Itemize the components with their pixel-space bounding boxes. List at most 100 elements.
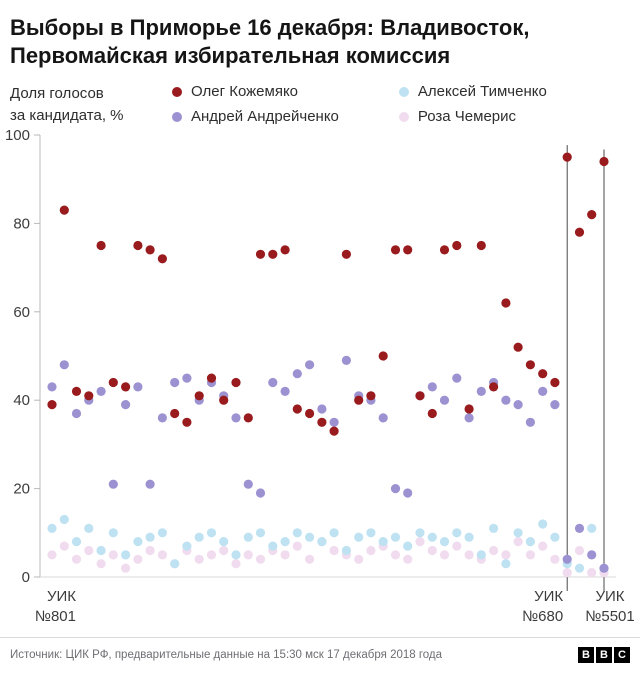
data-point bbox=[317, 417, 327, 427]
y-axis-title: Доля голосов за кандидата, % bbox=[10, 83, 172, 127]
legend-label: Олег Кожемяко bbox=[191, 83, 299, 100]
data-point bbox=[390, 244, 401, 254]
footer: Источник: ЦИК РФ, предварительные данные… bbox=[0, 636, 640, 663]
data-point bbox=[464, 412, 474, 422]
data-point bbox=[268, 249, 278, 259]
data-point bbox=[145, 479, 155, 489]
legend-item: Олег Кожемяко bbox=[172, 83, 339, 100]
data-point bbox=[84, 390, 94, 400]
data-point bbox=[378, 350, 388, 361]
data-point bbox=[390, 483, 401, 493]
data-point bbox=[403, 541, 413, 551]
data-point bbox=[305, 408, 315, 418]
data-point bbox=[96, 558, 106, 568]
data-point bbox=[550, 377, 560, 387]
legend-dot-icon bbox=[172, 111, 182, 122]
chart-area: 0 20 40 60 80 100 УИК №801 УИК №680 УИК №5501 bbox=[0, 127, 640, 635]
data-point bbox=[599, 563, 609, 573]
data-point bbox=[59, 359, 69, 369]
data-point bbox=[243, 549, 253, 559]
x-axis-label: №680 bbox=[522, 608, 563, 625]
data-point bbox=[121, 399, 131, 409]
data-point bbox=[378, 536, 388, 546]
data-point bbox=[574, 545, 585, 555]
data-point bbox=[587, 549, 597, 559]
data-point bbox=[84, 545, 94, 555]
legend-dot-icon bbox=[398, 111, 409, 122]
data-point bbox=[231, 549, 241, 559]
data-point bbox=[219, 395, 229, 405]
data-point bbox=[157, 549, 167, 559]
data-point bbox=[427, 532, 437, 542]
x-axis-label: №801 bbox=[35, 608, 76, 625]
data-point bbox=[439, 395, 450, 405]
data-point bbox=[255, 487, 266, 498]
data-point bbox=[587, 567, 597, 577]
data-point bbox=[550, 399, 560, 409]
data-point bbox=[292, 403, 302, 414]
data-point bbox=[489, 523, 499, 533]
data-point bbox=[133, 536, 143, 546]
legend-dot-icon bbox=[398, 86, 409, 97]
data-point bbox=[182, 373, 192, 383]
data-point bbox=[427, 381, 437, 391]
data-point bbox=[366, 545, 376, 555]
data-point bbox=[574, 227, 585, 237]
data-point bbox=[439, 536, 450, 546]
x-axis-label: №5501 bbox=[585, 608, 634, 625]
data-point bbox=[489, 381, 499, 391]
data-point bbox=[305, 532, 315, 542]
legend: Олег Кожемяко Андрей Андрейченко Алексей Т… bbox=[172, 83, 547, 125]
data-point bbox=[145, 532, 155, 542]
data-point bbox=[71, 554, 82, 564]
bbc-logo-letter: B bbox=[596, 646, 612, 663]
data-point bbox=[587, 209, 597, 219]
data-point bbox=[525, 417, 536, 427]
data-point bbox=[268, 541, 278, 551]
data-point bbox=[47, 523, 57, 533]
y-tick-label: 100 bbox=[5, 127, 30, 144]
data-point bbox=[84, 523, 94, 533]
legend-dot-icon bbox=[172, 86, 182, 97]
data-point bbox=[439, 549, 450, 559]
data-point bbox=[71, 408, 82, 418]
data-point bbox=[427, 545, 437, 555]
data-point bbox=[587, 523, 597, 533]
data-point bbox=[182, 541, 192, 551]
data-point bbox=[513, 342, 523, 352]
data-point bbox=[170, 377, 180, 387]
data-point bbox=[476, 549, 486, 559]
data-point bbox=[562, 152, 572, 162]
data-point bbox=[538, 386, 548, 396]
data-point bbox=[182, 417, 192, 427]
data-point bbox=[513, 399, 523, 409]
data-point bbox=[452, 373, 462, 383]
data-point bbox=[574, 523, 585, 533]
data-point bbox=[538, 368, 548, 378]
data-point bbox=[170, 558, 180, 568]
y-tick-label: 60 bbox=[13, 303, 30, 320]
data-point bbox=[489, 545, 499, 555]
data-point bbox=[108, 527, 118, 537]
data-point bbox=[145, 244, 155, 254]
data-point bbox=[231, 377, 241, 387]
data-point bbox=[390, 549, 401, 559]
x-axis-label: УИК bbox=[595, 588, 624, 605]
bbc-logo-letter: B bbox=[578, 646, 594, 663]
data-point bbox=[513, 536, 523, 546]
data-point bbox=[550, 554, 560, 564]
data-point bbox=[280, 386, 290, 396]
data-point bbox=[415, 390, 425, 400]
data-point bbox=[439, 244, 450, 254]
scatter-chart: 0 20 40 60 80 100 УИК №801 УИК №680 УИК №5501 bbox=[5, 127, 635, 625]
data-point bbox=[96, 240, 106, 250]
data-point bbox=[292, 368, 302, 378]
data-point bbox=[206, 373, 217, 383]
data-point bbox=[329, 527, 339, 537]
data-point bbox=[403, 244, 413, 254]
data-point bbox=[255, 249, 266, 259]
data-point bbox=[464, 532, 474, 542]
data-point bbox=[562, 567, 572, 577]
data-point bbox=[476, 386, 486, 396]
data-point bbox=[268, 377, 278, 387]
